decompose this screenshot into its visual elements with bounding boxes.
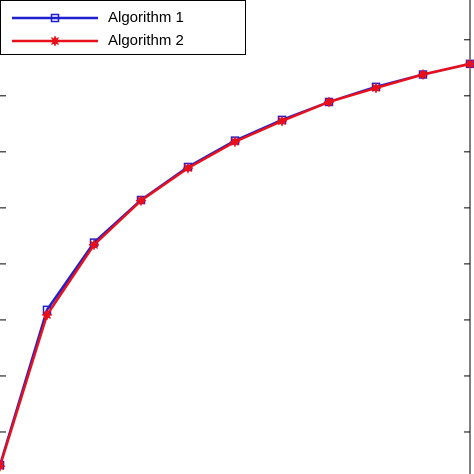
series-line [0, 62, 471, 466]
series-line [0, 62, 471, 467]
marker [41, 309, 53, 321]
legend-box [0, 0, 246, 55]
marker [0, 461, 6, 472]
marker [276, 115, 288, 127]
marker [49, 35, 61, 47]
marker [417, 69, 429, 80]
legend: Algorithm 1 Algorithm 2 [0, 0, 246, 55]
marker [50, 13, 60, 23]
marker [370, 82, 382, 94]
marker [464, 58, 474, 70]
marker [229, 136, 241, 147]
marker [0, 460, 5, 470]
marker [182, 162, 194, 174]
legend-label: Algorithm 2 [108, 32, 184, 49]
marker [323, 96, 335, 108]
legend-label: Algorithm 1 [108, 9, 184, 26]
marker [135, 195, 147, 206]
marker [88, 239, 100, 250]
